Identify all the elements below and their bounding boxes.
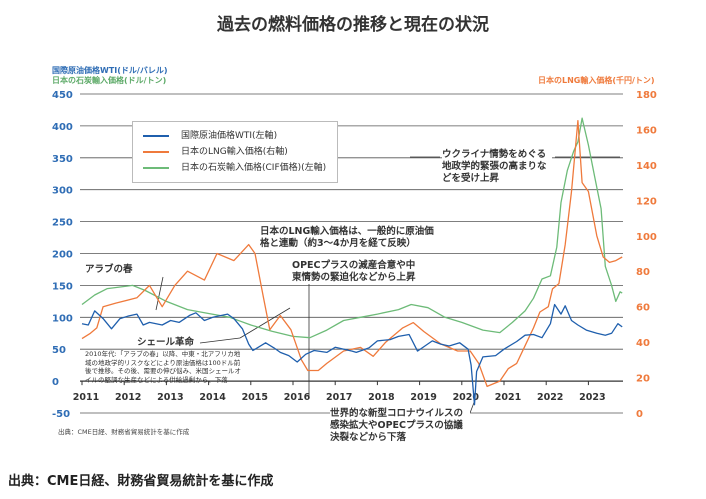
- right-tick-label: 20: [636, 374, 650, 385]
- right-tick-label: 100: [636, 232, 657, 243]
- annotation-arab-spring: アラブの春: [85, 264, 133, 276]
- right-tick-label: 40: [636, 338, 650, 349]
- left-axis-title-wti: 国際原油価格WTI(ドル/バレル): [52, 66, 168, 75]
- right-tick-label: 0: [636, 409, 643, 420]
- left-tick-label: -50: [52, 409, 70, 420]
- left-tick-label: 400: [52, 122, 73, 133]
- x-tick-label: 2020: [453, 392, 480, 403]
- left-tick-label: 50: [52, 345, 66, 356]
- legend-swatch: [143, 150, 169, 153]
- left-tick-label: 200: [52, 250, 73, 261]
- annotation-lng-link: 日本のLNG輸入価格は、一般的に原油価格と連動（約3〜4か月を経て反映）: [260, 226, 440, 250]
- left-tick-label: 450: [52, 90, 73, 101]
- annotation-covid: 世界的な新型コロナウイルスの感染拡大やOPECプラスの協議決裂などから下落: [330, 408, 470, 444]
- legend-swatch: [143, 166, 169, 169]
- x-tick-label: 2014: [199, 392, 226, 403]
- series-line-wti: [81, 303, 623, 406]
- left-tick-label: 100: [52, 313, 73, 324]
- left-tick-label: 150: [52, 281, 73, 292]
- x-tick-label: 2013: [157, 392, 183, 403]
- legend: 国際原油価格WTI(左軸) 日本のLNG輸入価格(右軸) 日本の石炭輸入価格(C…: [132, 121, 338, 183]
- source-note: 出典：CME日経、財務省貿易統計を基に作成: [8, 474, 274, 489]
- left-tick-label: 0: [52, 377, 59, 388]
- x-tick-label: 2019: [410, 392, 436, 403]
- annotation-opec-rise: OPECプラスの減産合意や中東情勢の緊迫化などから上昇: [292, 260, 417, 284]
- left-axis-title-coal: 日本の石炭輸入価格(ドル/トン): [52, 76, 167, 85]
- right-tick-label: 80: [636, 267, 650, 278]
- x-tick-label: 2016: [284, 392, 311, 403]
- legend-item-coal: 日本の石炭輸入価格(CIF価格)(左軸): [143, 160, 326, 173]
- annotation-ukraine: ウクライナ情勢をめぐる地政学的緊張の高まりなどを受け上昇: [442, 149, 552, 185]
- annotation-leader-line: [239, 307, 291, 339]
- annotation-leader-line: [199, 337, 241, 344]
- legend-label: 国際原油価格WTI(左軸): [181, 131, 278, 141]
- legend-item-lng: 日本のLNG輸入価格(右軸): [143, 144, 288, 157]
- annotation-2010s: 2010年代:「アラブの春」以降、中東・北アフリカ地域の地政学的リスクなどにより…: [85, 350, 241, 384]
- x-tick-label: 2011: [73, 392, 99, 403]
- annotation-shale: シェール革命: [137, 337, 195, 348]
- left-tick-label: 250: [52, 218, 73, 229]
- legend-label: 日本の石炭輸入価格(CIF価格)(左軸): [181, 163, 327, 173]
- annotation-leader-line: [155, 276, 164, 311]
- x-tick-label: 2021: [495, 392, 521, 403]
- left-tick-label: 300: [52, 186, 73, 197]
- x-tick-label: 2022: [537, 392, 563, 403]
- inner-source-note: 出典：CME日経、財務省貿易統計を基に作成: [58, 428, 190, 436]
- right-tick-label: 180: [636, 90, 657, 101]
- left-tick-label: 350: [52, 154, 73, 165]
- legend-swatch: [143, 134, 169, 137]
- right-axis-title: 日本のLNG輸入価格(千円/トン): [538, 76, 655, 85]
- x-tick-label: 2012: [115, 392, 141, 403]
- series-line-lng: [81, 119, 623, 388]
- chart-title: 過去の燃料価格の推移と現在の状況: [217, 15, 489, 35]
- legend-label: 日本のLNG輸入価格(右軸): [181, 147, 288, 157]
- right-tick-label: 160: [636, 125, 657, 136]
- right-tick-label: 120: [636, 196, 657, 207]
- legend-item-wti: 国際原油価格WTI(左軸): [143, 128, 277, 141]
- x-tick-label: 2015: [242, 392, 268, 403]
- x-tick-label: 2017: [326, 392, 352, 403]
- right-tick-label: 140: [636, 161, 657, 172]
- right-tick-label: 60: [636, 303, 650, 314]
- x-tick-label: 2018: [368, 392, 395, 403]
- x-tick-label: 2023: [579, 392, 605, 403]
